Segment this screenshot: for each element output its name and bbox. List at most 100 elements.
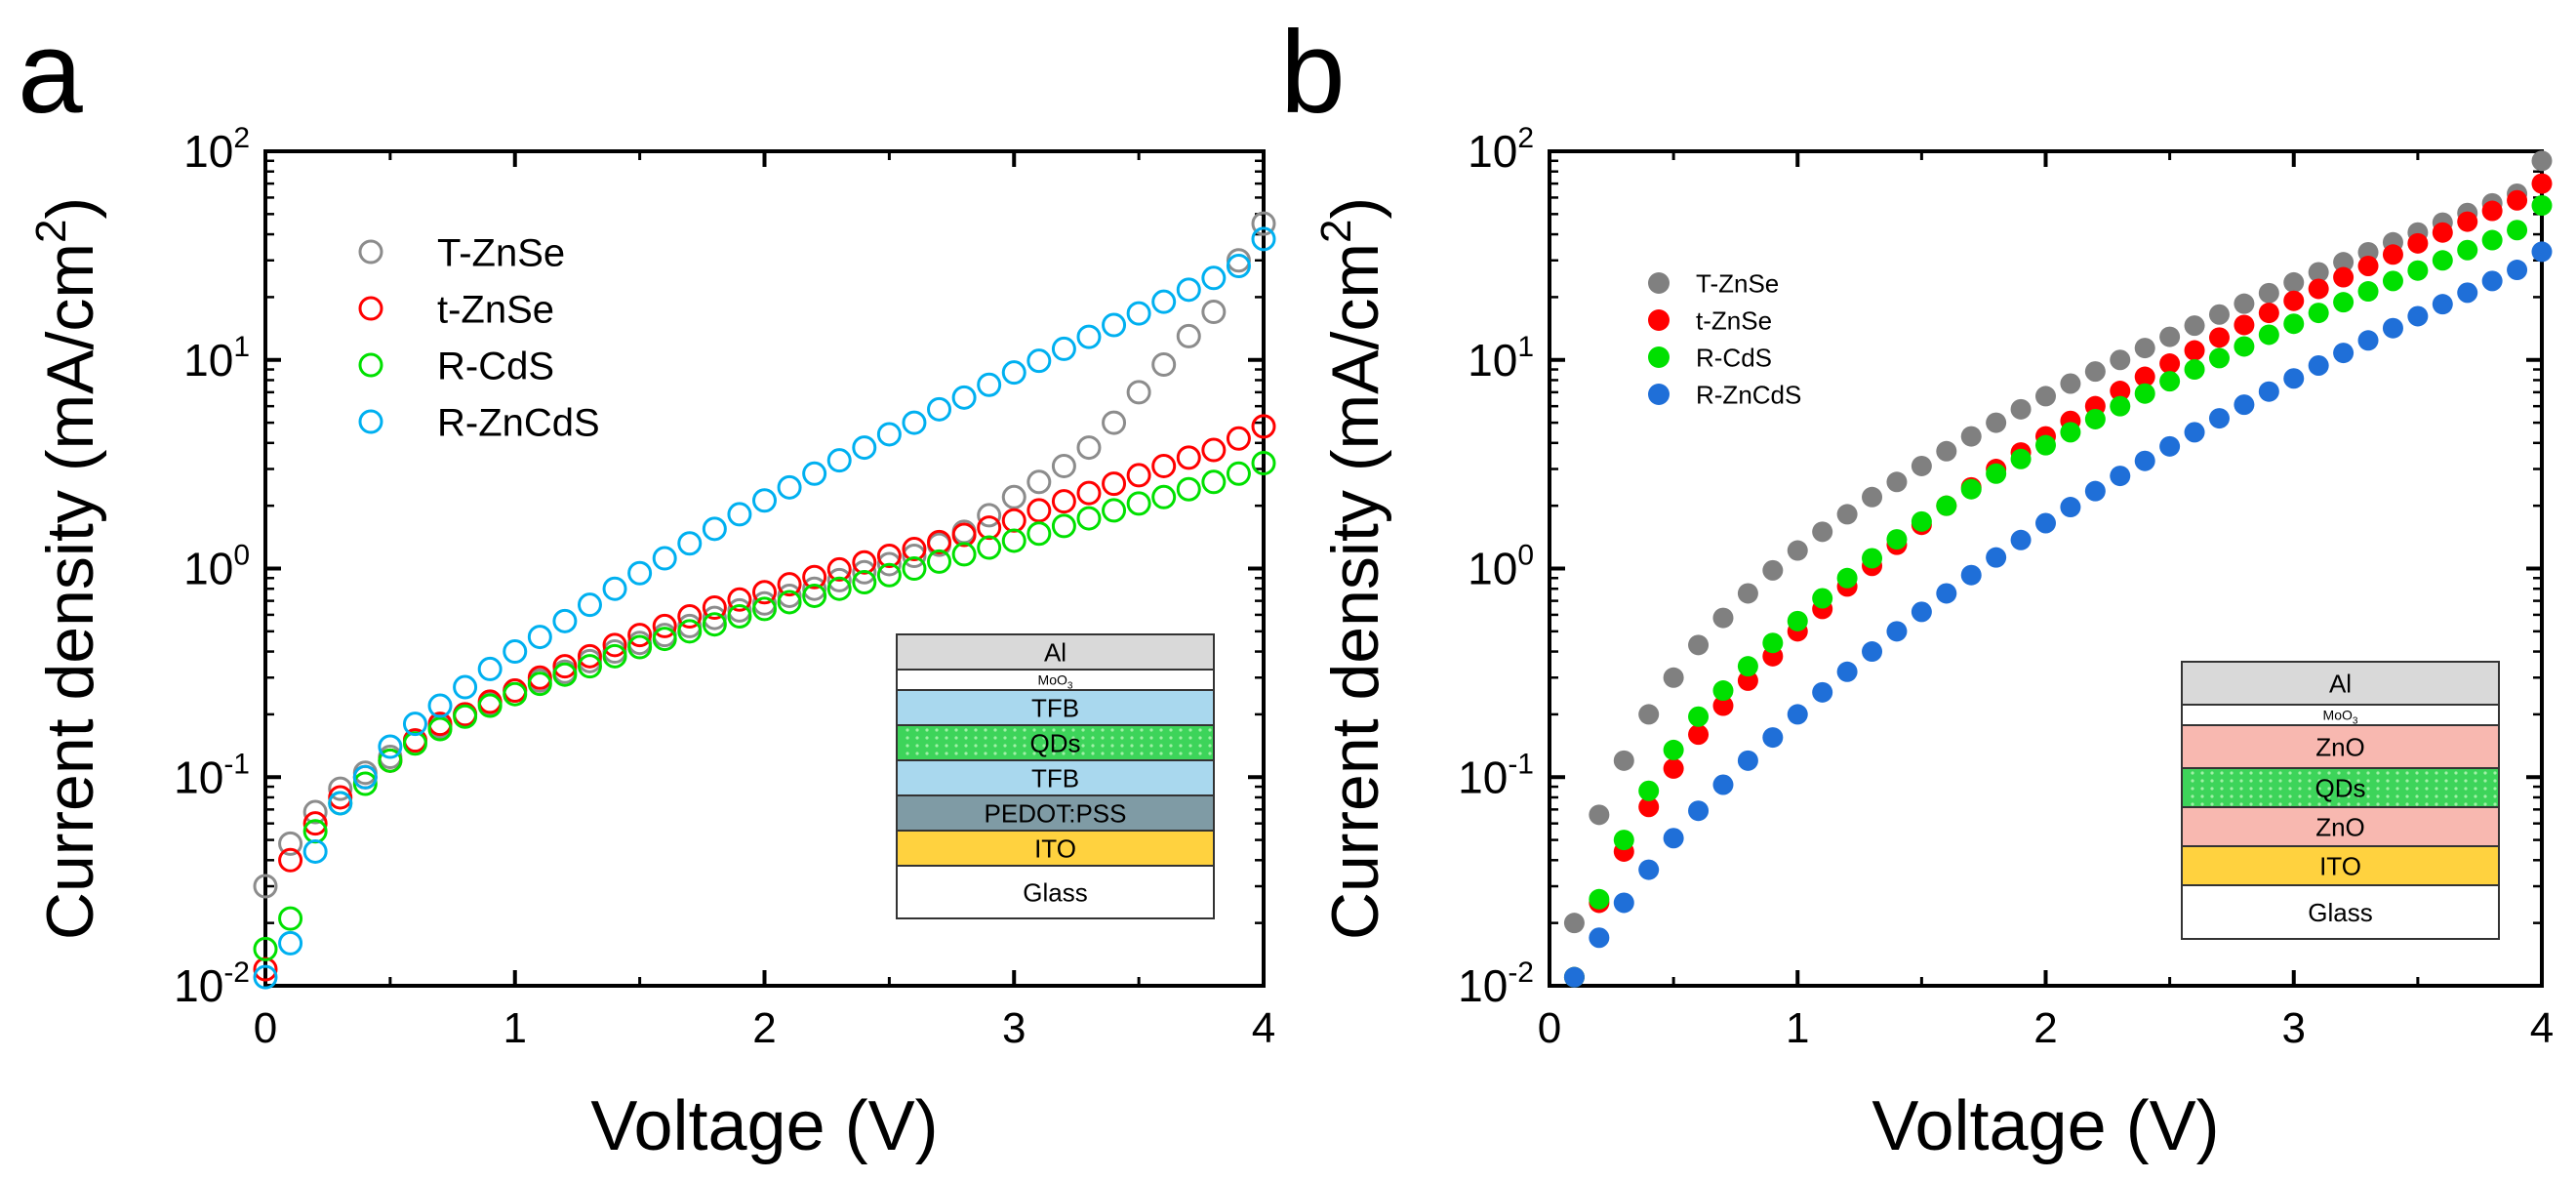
data-point: [2308, 262, 2329, 283]
qd-texture-dot: [1052, 744, 1056, 748]
qd-texture-dot: [1149, 736, 1153, 740]
data-point: [2184, 315, 2205, 337]
data-point: [1026, 498, 1052, 523]
qd-texture-dot: [1101, 744, 1105, 748]
qd-texture-dot: [1013, 752, 1017, 755]
qd-texture-dot: [1198, 752, 1202, 755]
qd-texture-dot: [1081, 728, 1085, 732]
qd-texture-dot: [2405, 779, 2409, 783]
data-point: [503, 639, 528, 665]
stack-layer-name: ITO: [2319, 851, 2361, 880]
qd-texture-dot: [2298, 779, 2302, 783]
qd-texture-dot: [2415, 787, 2419, 791]
qd-texture-dot: [2327, 779, 2331, 783]
data-point: [1886, 471, 1908, 493]
data-point: [253, 874, 278, 899]
data-point: [1251, 211, 1276, 236]
y-tick-exponent: -1: [223, 748, 250, 780]
qd-texture-dot: [2200, 802, 2204, 806]
qd-texture-dot: [984, 752, 987, 755]
data-point: [577, 643, 602, 669]
legend-label: t-ZnSe: [1696, 305, 1772, 335]
qd-texture-dot: [2298, 802, 2302, 806]
data-point: [1201, 265, 1227, 291]
data-point: [2407, 305, 2429, 327]
qd-texture-dot: [2356, 794, 2360, 798]
data-point: [2060, 497, 2081, 518]
stack-layer: [2181, 724, 2500, 769]
data-point: [727, 502, 752, 527]
qd-texture-dot: [1179, 728, 1183, 732]
data-point: [977, 515, 1002, 541]
data-point: [577, 648, 602, 673]
qd-texture-dot: [1062, 744, 1066, 748]
y-tick-exponent: 1: [233, 331, 250, 363]
data-point: [2382, 270, 2403, 292]
qd-texture-dot: [2191, 779, 2194, 783]
qd-texture-dot: [1003, 744, 1007, 748]
data-point: [2283, 368, 2305, 389]
qd-texture-dot: [2405, 771, 2409, 775]
qd-texture-dot: [1003, 736, 1007, 740]
stack-layer: [2181, 845, 2500, 886]
stack-layer-name: QDs: [2315, 773, 2366, 802]
qd-texture-dot: [925, 728, 929, 732]
data-point: [702, 612, 727, 637]
qd-texture-dot: [2230, 787, 2234, 791]
qd-texture-dot: [2308, 802, 2312, 806]
qd-texture-dot: [1110, 736, 1114, 740]
qd-texture-dot: [2298, 787, 2302, 791]
data-point: [2208, 304, 2230, 325]
qd-texture-dot: [1130, 728, 1134, 732]
data-point: [652, 627, 677, 652]
qd-texture-dot: [2337, 802, 2341, 806]
legend-label: R-ZnCdS: [1696, 380, 1801, 409]
stack-layer-label: ITO: [1034, 834, 1076, 863]
qd-texture-dot: [964, 736, 968, 740]
stack-layer: [896, 794, 1215, 832]
qd-texture-dot: [2474, 771, 2477, 775]
data-point: [2507, 220, 2528, 241]
stack-layer-label: Al: [1044, 637, 1067, 667]
qd-texture-dot: [1052, 736, 1056, 740]
qd-texture-dot: [1198, 744, 1202, 748]
y-axis-title-close: ): [1318, 197, 1392, 220]
y-tick-label: 10-2: [1458, 956, 1534, 1011]
y-tick-label: 102: [183, 122, 250, 177]
qd-texture-dot: [1091, 728, 1095, 732]
stack-layer-label: TFB: [1031, 693, 1079, 722]
data-point: [2333, 266, 2355, 288]
qd-texture-dot: [2474, 787, 2477, 791]
qd-texture-dot: [2425, 794, 2429, 798]
qd-texture-dot: [2356, 779, 2360, 783]
qd-texture-dot: [2230, 794, 2234, 798]
y-tick-exponent: 0: [1517, 540, 1534, 572]
qd-texture-dot: [1023, 744, 1026, 748]
stack-layer-name: TFB: [1031, 693, 1079, 722]
y-tick-base: 10: [1458, 960, 1508, 1011]
qd-texture-dot: [2220, 787, 2224, 791]
data-point: [2357, 281, 2379, 303]
qd-texture-dot: [1159, 736, 1163, 740]
qd-texture-dot: [2356, 802, 2360, 806]
qd-texture-dot: [2230, 771, 2234, 775]
y-tick-exponent: -2: [1508, 956, 1534, 989]
qd-texture-dot: [2464, 787, 2468, 791]
legend-marker: [358, 409, 383, 434]
data-point: [302, 799, 328, 825]
qd-texture-dot: [1052, 752, 1056, 755]
data-point: [1960, 478, 1982, 500]
legend: T-ZnSe t-ZnSe R-CdS R-ZnCdS: [1648, 268, 1801, 409]
data-point: [1226, 461, 1251, 486]
data-point: [1638, 859, 1660, 880]
qd-texture-dot: [2278, 787, 2282, 791]
qd-texture-dot: [1071, 728, 1075, 732]
stack-layer-subscript: 3: [2353, 716, 2358, 727]
qd-texture-dot: [1130, 744, 1134, 748]
qd-texture-dot: [993, 752, 997, 755]
qd-texture-dot: [1091, 752, 1095, 755]
qd-texture-dot: [1159, 752, 1163, 755]
data-point: [1886, 529, 1908, 550]
qd-texture-dot: [1101, 736, 1105, 740]
data-point: [577, 654, 602, 679]
